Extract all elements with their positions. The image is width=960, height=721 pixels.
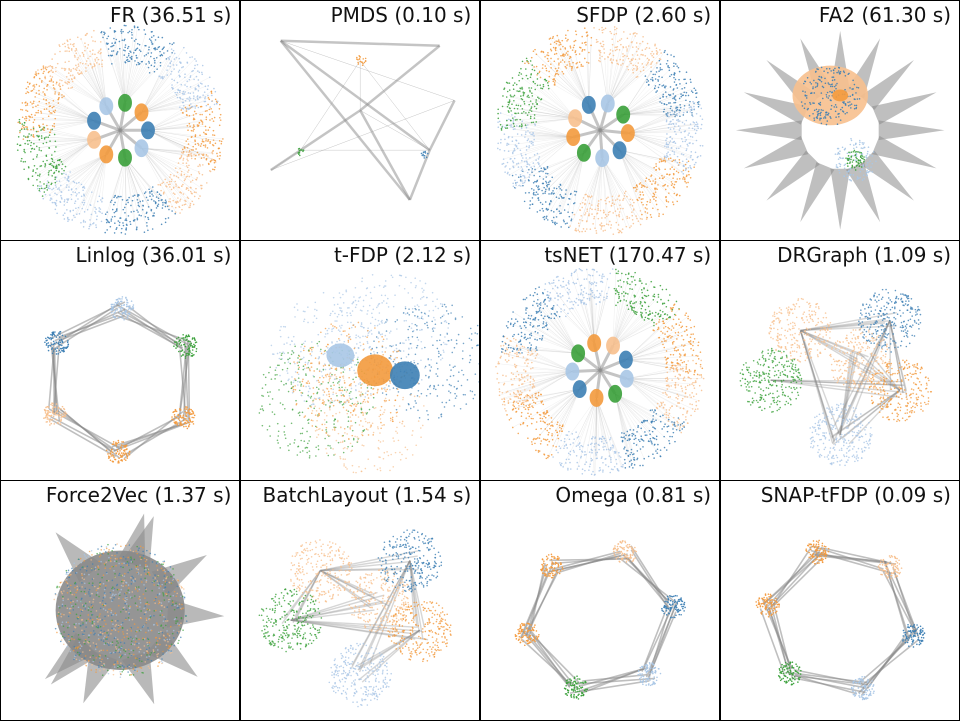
panel-sfdp: SFDP (2.60 s) — [480, 1, 720, 240]
graph-drawing-tfdp — [258, 274, 480, 474]
panel-pmds: PMDS (0.10 s) — [240, 1, 480, 240]
panel-title-fa2: FA2 (61.30 s) — [818, 3, 951, 27]
panel-title-tfdp: t-FDP (2.12 s) — [333, 243, 472, 268]
panel-drgraph: DRGraph (1.09 s) — [720, 241, 959, 480]
panel-fr: FR (36.51 s) — [1, 1, 240, 240]
graph-drawing-pmds — [269, 39, 456, 201]
panel-fa2: FA2 (61.30 s) — [720, 1, 959, 240]
panel-title-force2vec: Force2Vec (1.37 s) — [45, 483, 232, 508]
panel-title-tsnet: tsNET (170.47 s) — [544, 243, 712, 268]
panel-title-linlog: Linlog (36.01 s) — [75, 243, 232, 268]
graph-drawing-tsnet — [494, 268, 705, 476]
graph-drawing-linlog — [43, 296, 198, 464]
panel-snaptfdp: SNAP-tFDP (0.09 s) — [720, 481, 959, 720]
panel-force2vec: Force2Vec (1.37 s) — [1, 481, 240, 720]
panel-title-omega: Omega (0.81 s) — [555, 483, 712, 508]
graph-drawing-drgraph — [739, 288, 932, 467]
panel-title-snaptfdp: SNAP-tFDP (0.09 s) — [760, 483, 951, 508]
panel-title-sfdp: SFDP (2.60 s) — [576, 3, 712, 27]
graph-drawing-batchlayout — [258, 529, 452, 708]
panel-tsnet: tsNET (170.47 s) — [480, 241, 720, 480]
graph-drawing-omega — [514, 540, 686, 701]
panel-linlog: Linlog (36.01 s) — [1, 241, 240, 480]
graph-drawing-force2vec — [44, 513, 225, 705]
panel-batchlayout: BatchLayout (1.54 s) — [240, 481, 480, 720]
graph-drawing-fa2 — [735, 30, 945, 230]
graph-drawing-snaptfdp — [754, 540, 925, 701]
graph-drawing-sfdp — [496, 26, 704, 235]
panel-title-drgraph: DRGraph (1.09 s) — [777, 243, 951, 268]
panel-tfdp: t-FDP (2.12 s) — [240, 241, 480, 480]
panel-title-fr: FR (36.51 s) — [109, 3, 232, 27]
panel-title-batchlayout: BatchLayout (1.54 s) — [262, 483, 472, 508]
panel-title-pmds: PMDS (0.10 s) — [330, 3, 472, 27]
panel-omega: Omega (0.81 s) — [480, 481, 720, 720]
graph-drawing-fr — [16, 24, 224, 235]
